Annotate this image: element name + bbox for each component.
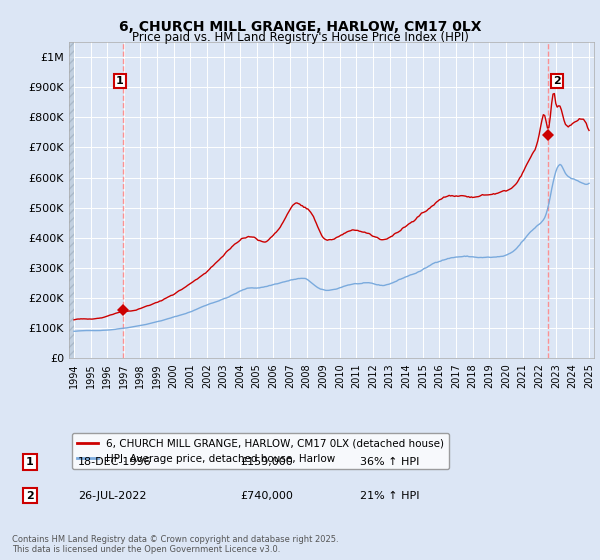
Text: 1: 1 [116,76,124,86]
Text: 36% ↑ HPI: 36% ↑ HPI [360,457,419,467]
Text: £740,000: £740,000 [240,491,293,501]
Legend: 6, CHURCH MILL GRANGE, HARLOW, CM17 0LX (detached house), HPI: Average price, de: 6, CHURCH MILL GRANGE, HARLOW, CM17 0LX … [71,433,449,469]
Text: 1: 1 [26,457,34,467]
Text: 2: 2 [553,76,560,86]
Text: 2: 2 [26,491,34,501]
Text: 18-DEC-1996: 18-DEC-1996 [78,457,152,467]
Text: 21% ↑ HPI: 21% ↑ HPI [360,491,419,501]
Text: £159,000: £159,000 [240,457,293,467]
Text: 6, CHURCH MILL GRANGE, HARLOW, CM17 0LX: 6, CHURCH MILL GRANGE, HARLOW, CM17 0LX [119,20,481,34]
Text: 26-JUL-2022: 26-JUL-2022 [78,491,146,501]
Text: Price paid vs. HM Land Registry's House Price Index (HPI): Price paid vs. HM Land Registry's House … [131,31,469,44]
Text: Contains HM Land Registry data © Crown copyright and database right 2025.
This d: Contains HM Land Registry data © Crown c… [12,535,338,554]
